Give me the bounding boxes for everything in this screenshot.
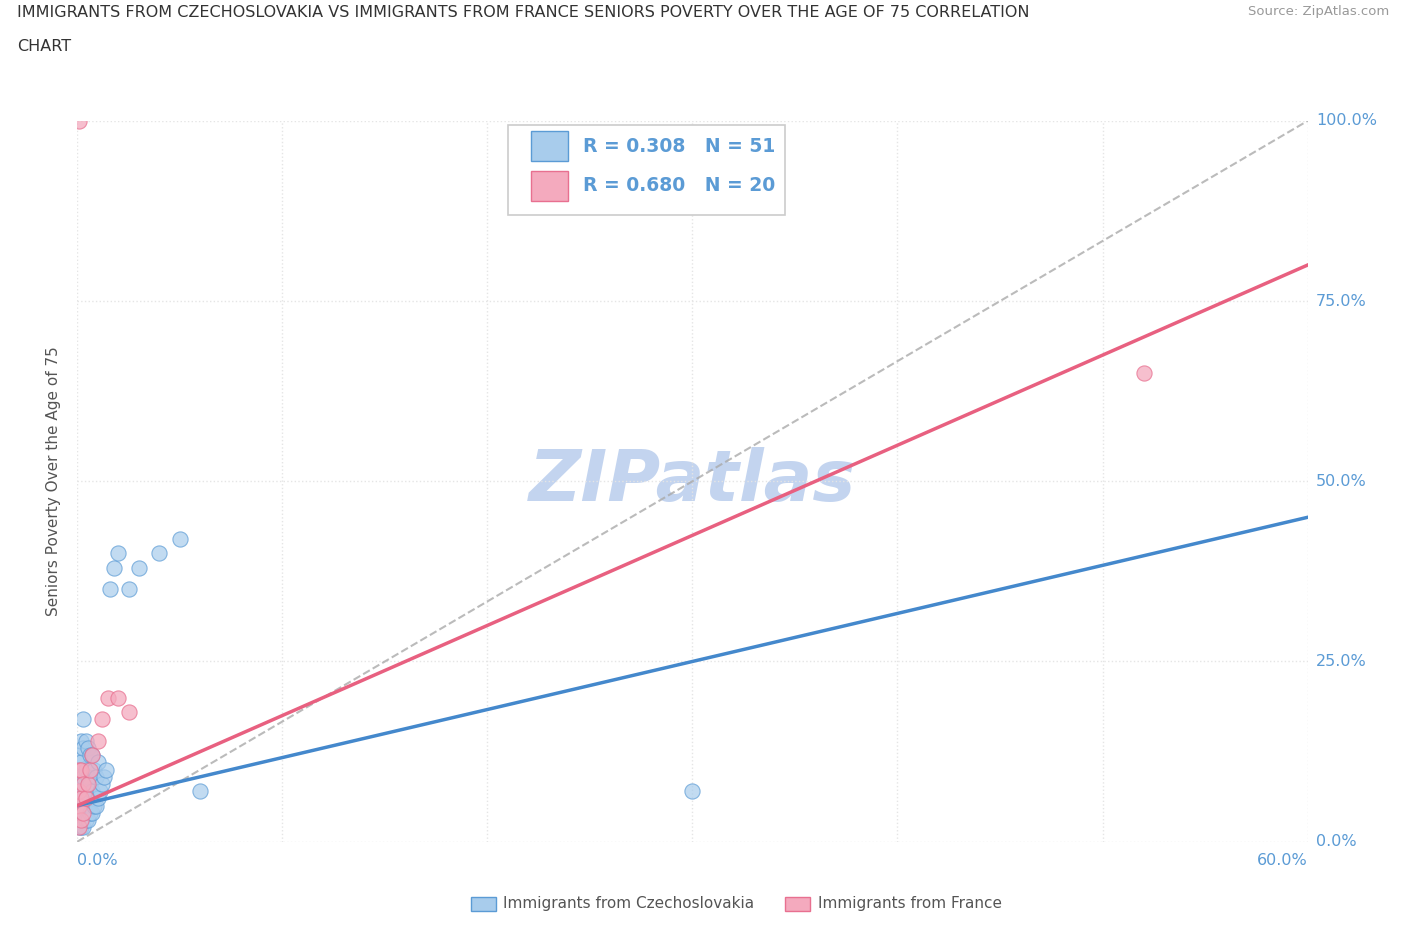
Point — [103, 560, 125, 575]
Point — [72, 805, 94, 820]
Point — [67, 769, 90, 784]
Point — [67, 113, 90, 128]
Point — [83, 763, 105, 777]
Point — [128, 560, 150, 575]
Point — [80, 748, 103, 763]
Point — [70, 763, 93, 777]
Point — [682, 784, 704, 799]
Point — [76, 769, 98, 784]
Point — [72, 790, 94, 805]
Point — [67, 748, 90, 763]
Point — [75, 733, 97, 748]
Point — [70, 813, 93, 828]
Point — [72, 711, 94, 726]
Text: IMMIGRANTS FROM CZECHOSLOVAKIA VS IMMIGRANTS FROM FRANCE SENIORS POVERTY OVER TH: IMMIGRANTS FROM CZECHOSLOVAKIA VS IMMIGR… — [17, 5, 1029, 20]
Point — [84, 769, 107, 784]
Point — [67, 784, 90, 799]
Point — [72, 820, 94, 835]
Point — [67, 763, 90, 777]
Text: R = 0.308   N = 51: R = 0.308 N = 51 — [583, 137, 775, 155]
Point — [67, 813, 90, 828]
Point — [75, 813, 97, 828]
Point — [80, 805, 103, 820]
Point — [72, 769, 94, 784]
FancyBboxPatch shape — [531, 131, 568, 161]
Text: CHART: CHART — [17, 39, 70, 54]
Point — [98, 582, 121, 597]
Point — [70, 777, 93, 791]
Text: 75.0%: 75.0% — [1316, 294, 1367, 309]
Text: 50.0%: 50.0% — [1316, 473, 1367, 489]
Text: 0.0%: 0.0% — [77, 853, 118, 868]
Point — [70, 755, 93, 770]
Text: 60.0%: 60.0% — [1257, 853, 1308, 868]
Point — [79, 805, 101, 820]
Point — [87, 790, 110, 805]
Point — [72, 777, 94, 791]
Point — [67, 820, 90, 835]
Point — [67, 784, 90, 799]
Point — [87, 755, 110, 770]
Point — [79, 777, 101, 791]
Text: Immigrants from France: Immigrants from France — [818, 897, 1002, 911]
Point — [90, 711, 114, 726]
Point — [84, 798, 107, 813]
Point — [117, 705, 139, 720]
Point — [90, 777, 114, 791]
Point — [70, 790, 93, 805]
Point — [72, 740, 94, 755]
Point — [89, 784, 111, 799]
Text: R = 0.680   N = 20: R = 0.680 N = 20 — [583, 177, 775, 195]
Point — [148, 546, 170, 561]
Point — [70, 790, 93, 805]
Text: Source: ZipAtlas.com: Source: ZipAtlas.com — [1249, 5, 1389, 18]
Point — [169, 532, 191, 547]
Point — [107, 546, 129, 561]
Point — [75, 763, 97, 777]
Point — [80, 784, 103, 799]
Point — [94, 763, 117, 777]
Point — [87, 733, 110, 748]
Point — [67, 798, 90, 813]
Point — [107, 690, 129, 705]
FancyBboxPatch shape — [508, 125, 785, 215]
Point — [80, 748, 103, 763]
Point — [75, 790, 97, 805]
Point — [97, 690, 120, 705]
Point — [117, 582, 139, 597]
Point — [1132, 365, 1154, 380]
Text: 0.0%: 0.0% — [1316, 834, 1357, 849]
FancyBboxPatch shape — [531, 171, 568, 201]
Text: 25.0%: 25.0% — [1316, 654, 1367, 669]
Point — [75, 790, 97, 805]
Point — [70, 805, 93, 820]
Point — [79, 748, 101, 763]
Point — [76, 740, 98, 755]
Point — [70, 820, 93, 835]
Point — [83, 798, 105, 813]
Point — [67, 798, 90, 813]
Point — [70, 733, 93, 748]
Point — [76, 790, 98, 805]
Text: 100.0%: 100.0% — [1316, 113, 1376, 128]
Point — [188, 784, 212, 799]
Point — [67, 820, 90, 835]
Point — [76, 813, 98, 828]
Point — [76, 777, 98, 791]
Text: ZIPatlas: ZIPatlas — [529, 446, 856, 516]
Point — [72, 805, 94, 820]
Y-axis label: Seniors Poverty Over the Age of 75: Seniors Poverty Over the Age of 75 — [46, 346, 62, 617]
Point — [93, 769, 115, 784]
Point — [79, 763, 101, 777]
Text: Immigrants from Czechoslovakia: Immigrants from Czechoslovakia — [503, 897, 755, 911]
